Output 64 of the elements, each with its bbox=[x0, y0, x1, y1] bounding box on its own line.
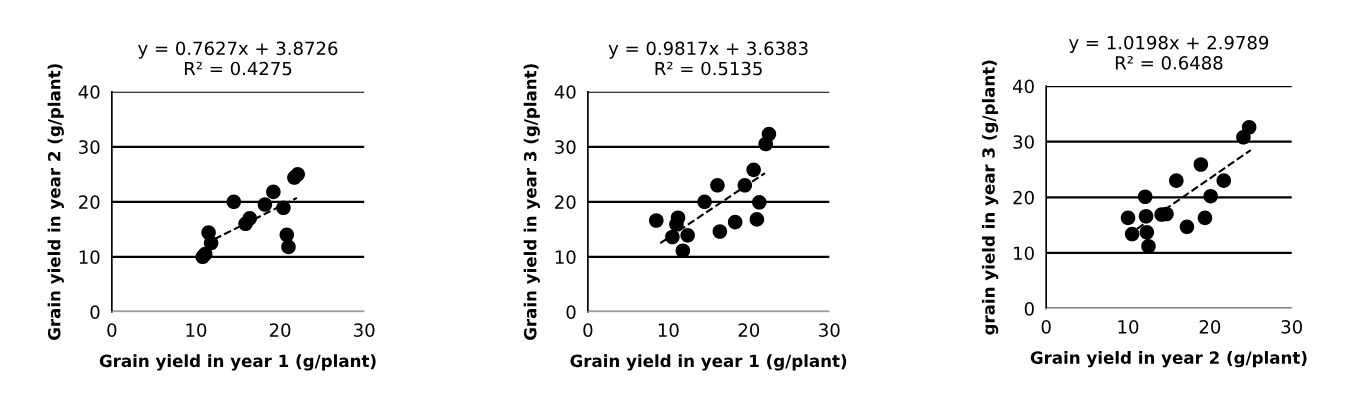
point bbox=[226, 194, 242, 210]
y-tick-label: 40 bbox=[78, 85, 100, 99]
point bbox=[761, 126, 777, 142]
x-tick-label: 0 bbox=[1041, 319, 1051, 334]
x-tick-label: 30 bbox=[819, 323, 840, 337]
y-axis-title: grain yield in year 3 (g/plant) bbox=[981, 60, 999, 335]
point bbox=[1169, 173, 1184, 188]
y-tick-label: 30 bbox=[555, 140, 576, 154]
x-tick-label: 30 bbox=[354, 323, 375, 337]
y-tick-label: 0 bbox=[90, 305, 100, 319]
point bbox=[290, 166, 306, 182]
y-tick-label: 20 bbox=[555, 195, 576, 209]
x-tick-label: 10 bbox=[186, 323, 207, 337]
point bbox=[1241, 119, 1257, 135]
point bbox=[1193, 157, 1209, 172]
point bbox=[697, 194, 712, 210]
point bbox=[669, 217, 684, 232]
point bbox=[281, 239, 296, 255]
x-tick-label: 20 bbox=[1199, 319, 1221, 334]
y-tick-label: 40 bbox=[1012, 79, 1034, 94]
x-tick-label: 0 bbox=[583, 323, 593, 337]
y-axis-title: Grain yield in year 3 (g/plant) bbox=[523, 64, 540, 340]
point bbox=[710, 177, 725, 193]
y-tick-label: 10 bbox=[79, 250, 100, 264]
point bbox=[746, 162, 761, 178]
x-tick-label: 10 bbox=[658, 323, 679, 337]
point bbox=[1197, 210, 1213, 226]
y-tick-label: 20 bbox=[1013, 190, 1034, 205]
point bbox=[749, 212, 765, 227]
y-tick-label: 0 bbox=[566, 305, 576, 319]
x-axis-title: Grain yield in year 1 (g/plant) bbox=[570, 354, 847, 371]
point bbox=[279, 227, 295, 243]
point bbox=[1141, 238, 1156, 254]
point bbox=[727, 214, 743, 230]
x-tick-label: 0 bbox=[107, 323, 117, 337]
x-axis-title: Grain yield in year 1 (g/plant) bbox=[99, 354, 376, 371]
point bbox=[1216, 173, 1232, 188]
x-tick-label: 20 bbox=[738, 323, 760, 337]
point bbox=[680, 228, 695, 243]
y-tick-label: 0 bbox=[1024, 302, 1034, 316]
point bbox=[1203, 188, 1218, 204]
point bbox=[752, 195, 767, 210]
y-axis-title: Grain yield in year 2 (g/plant) bbox=[47, 64, 64, 340]
point bbox=[1139, 225, 1155, 240]
x-tick-label: 10 bbox=[1118, 319, 1139, 334]
point bbox=[1179, 219, 1195, 235]
chart-title: y = 0.7627x + 3.8726 R² = 0.4275 bbox=[138, 41, 338, 76]
y-tick-label: 40 bbox=[554, 85, 576, 99]
y-tick-label: 30 bbox=[79, 140, 100, 154]
point bbox=[257, 197, 273, 212]
chart-title: y = 0.9817x + 3.6383 R² = 0.5135 bbox=[608, 41, 808, 76]
point bbox=[712, 224, 728, 239]
point bbox=[1120, 210, 1136, 226]
point bbox=[266, 184, 281, 200]
y-tick-label: 10 bbox=[1014, 246, 1034, 261]
point bbox=[1137, 189, 1153, 205]
x-tick-label: 30 bbox=[1281, 319, 1302, 334]
x-axis-title: Grain yield in year 2 (g/plant) bbox=[1030, 351, 1307, 368]
point bbox=[649, 213, 664, 228]
x-tick-label: 20 bbox=[269, 323, 291, 337]
chart-title: y = 1.0198x + 2.9789 R² = 0.6488 bbox=[1069, 35, 1269, 70]
y-tick-label: 20 bbox=[79, 195, 100, 209]
y-tick-label: 30 bbox=[1013, 135, 1034, 149]
y-tick-label: 10 bbox=[555, 250, 576, 264]
